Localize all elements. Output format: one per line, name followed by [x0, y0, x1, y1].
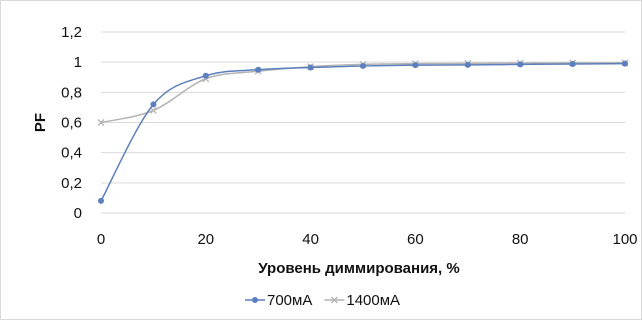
data-point	[255, 66, 262, 73]
y-tick-label: 0,6	[61, 115, 82, 132]
x-tick-label: 40	[302, 231, 319, 248]
y-tick-label: 1,2	[61, 24, 82, 41]
series-700ма	[98, 60, 628, 204]
y-tick-label: 0,8	[61, 84, 82, 101]
legend-item: 700мА	[245, 292, 312, 309]
data-point	[149, 106, 157, 114]
series-group	[97, 59, 629, 204]
y-axis-title: PF	[32, 113, 49, 132]
legend-marker	[252, 297, 258, 303]
x-tick-label: 100	[612, 231, 637, 248]
legend-label: 1400мА	[346, 292, 400, 309]
legend-item: 1400мА	[324, 292, 400, 309]
data-point	[360, 62, 366, 69]
legend-marker	[330, 296, 338, 304]
x-tick-label: 60	[407, 231, 424, 248]
data-point	[569, 60, 576, 67]
x-tick-label: 20	[197, 231, 214, 248]
grid-lines	[101, 31, 625, 184]
data-point	[150, 101, 157, 108]
chart-svg: 0 0,2 0,4 0,6 0,8 1 1,2 0 20 40 60 80 100 PF Уровен…	[32, 24, 638, 309]
data-point	[97, 119, 105, 126]
x-tick-label: 80	[512, 231, 529, 248]
series-line-700ма	[100, 62, 626, 202]
data-point	[98, 197, 104, 204]
x-tick-labels: 0 20 40 60 80 100	[97, 231, 638, 248]
x-axis-title: Уровень диммирования, %	[258, 260, 459, 277]
y-tick-labels: 0 0,2 0,4 0,6 0,8 1 1,2	[61, 24, 82, 222]
data-point	[412, 62, 419, 69]
legend: 700мА 1400мА	[245, 292, 400, 309]
data-point	[202, 72, 209, 79]
y-tick-label: 0,4	[61, 145, 82, 162]
x-tick-label: 0	[97, 231, 105, 248]
data-point	[517, 61, 524, 68]
y-tick-label: 0,2	[61, 175, 82, 192]
legend-label: 700мА	[267, 292, 312, 309]
y-tick-label: 0	[74, 205, 82, 222]
data-point	[307, 64, 314, 71]
data-point	[622, 60, 628, 67]
y-tick-label: 1	[74, 54, 82, 71]
data-point	[464, 61, 471, 68]
